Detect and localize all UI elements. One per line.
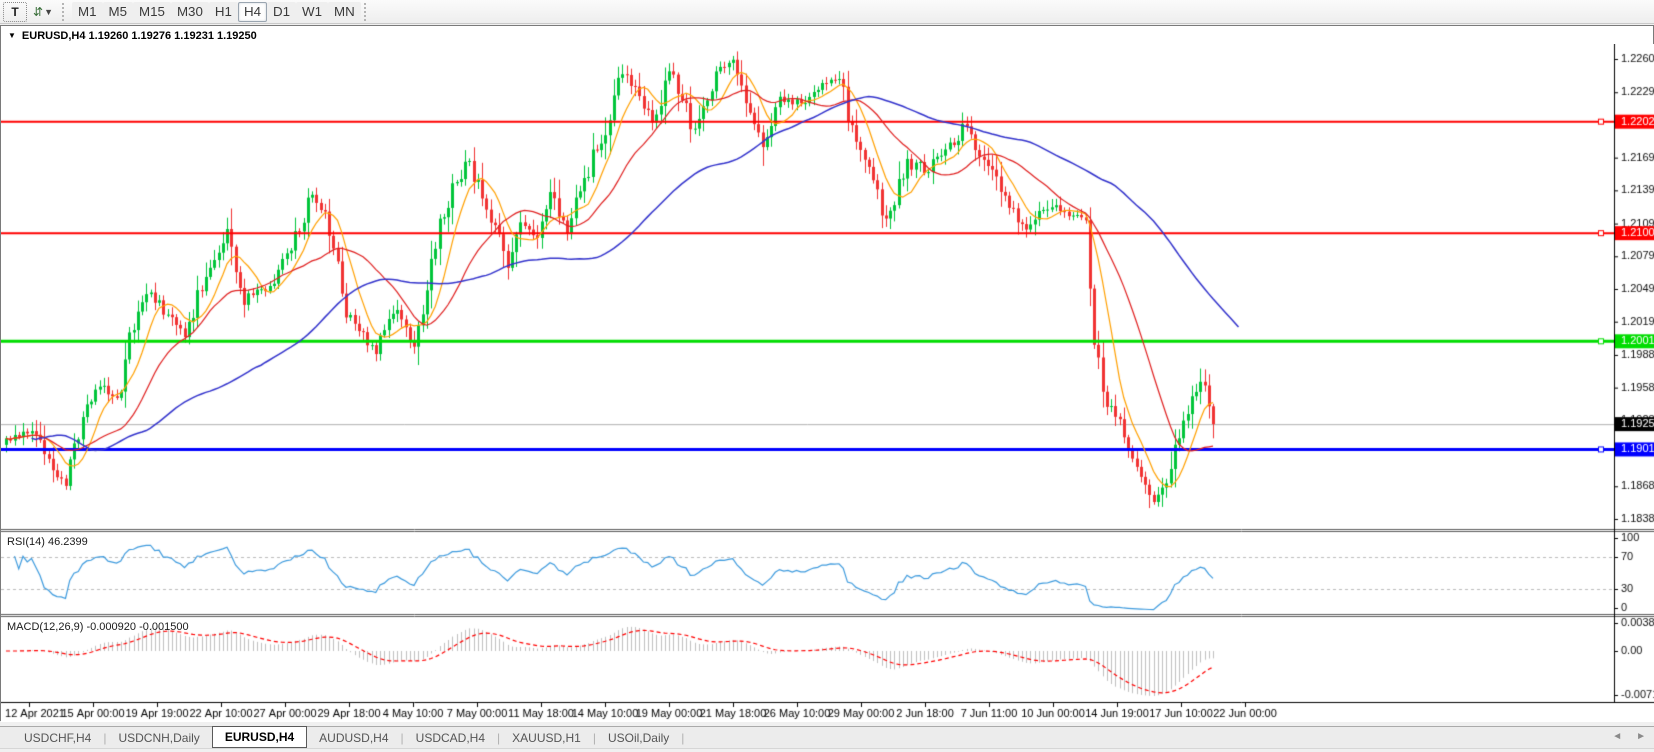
text-tool-button[interactable]: T [3,1,27,22]
rsi-indicator-label: RSI(14) 46.2399 [7,536,88,548]
toolbar-grip[interactable] [363,2,371,21]
tab-scroll-left-icon[interactable]: ◄ [1612,731,1623,742]
timeframe-button-w1[interactable]: W1 [296,1,329,22]
tab-eurusd-h4[interactable]: EURUSD,H4 [211,726,308,748]
macd-indicator-label: MACD(12,26,9) -0.000920 -0.001500 [7,621,189,633]
arrange-arrows-icon: ⇵ [33,4,43,19]
tab-xauusd-h1[interactable]: XAUUSD,H1 [512,730,581,745]
timeframe-button-h1[interactable]: H1 [208,1,238,22]
tab-audusd-h4[interactable]: AUDUSD,H4 [319,730,389,745]
timeframe-button-m15[interactable]: M15 [133,1,171,22]
tab-usdcad-h4[interactable]: USDCAD,H4 [415,730,486,745]
tab-scroll-arrows: ◄ ► [1612,731,1646,742]
timeframe-button-m30[interactable]: M30 [170,1,209,22]
symbol-tab-bar: USDCHF,H4 | USDCNH,Daily EURUSD,H4 AUDUS… [0,726,1654,749]
tab-separator: | [497,730,501,745]
timeframe-toolbar: T ⇵ ▼ M1 M5 M15 M30 H1 H4 D1 W1 MN [0,0,1654,24]
arrange-styles-button[interactable]: ⇵ ▼ [27,2,59,22]
timeframe-button-mn[interactable]: MN [328,1,361,22]
timeframe-button-h4[interactable]: H4 [237,1,267,22]
tab-usoil-daily[interactable]: USOil,Daily [607,730,670,745]
timeframe-button-m1[interactable]: M1 [71,1,103,22]
tab-scroll-right-icon[interactable]: ► [1636,731,1646,742]
timeframe-button-d1[interactable]: D1 [266,1,297,22]
timeframe-button-m5[interactable]: M5 [102,1,134,22]
tab-usdchf-h4[interactable]: USDCHF,H4 [24,730,92,745]
tab-usdcnh-daily[interactable]: USDCNH,Daily [118,730,200,745]
tab-separator: | [592,730,596,745]
tab-separator: | [103,730,107,745]
tab-separator: | [681,730,685,745]
chart-title: EURUSD,H4 1.19260 1.19276 1.19231 1.1925… [21,29,257,42]
chart-title-bar[interactable]: ▼ EURUSD,H4 1.19260 1.19276 1.19231 1.19… [1,27,1653,44]
tab-separator: | [400,730,404,745]
chart-dropdown-icon[interactable]: ▼ [8,31,16,40]
price-chart-canvas[interactable] [1,44,1654,722]
dropdown-caret-icon: ▼ [44,6,53,17]
toolbar-grip[interactable] [61,2,69,21]
chart-window: ▼ EURUSD,H4 1.19260 1.19276 1.19231 1.19… [0,25,1654,722]
